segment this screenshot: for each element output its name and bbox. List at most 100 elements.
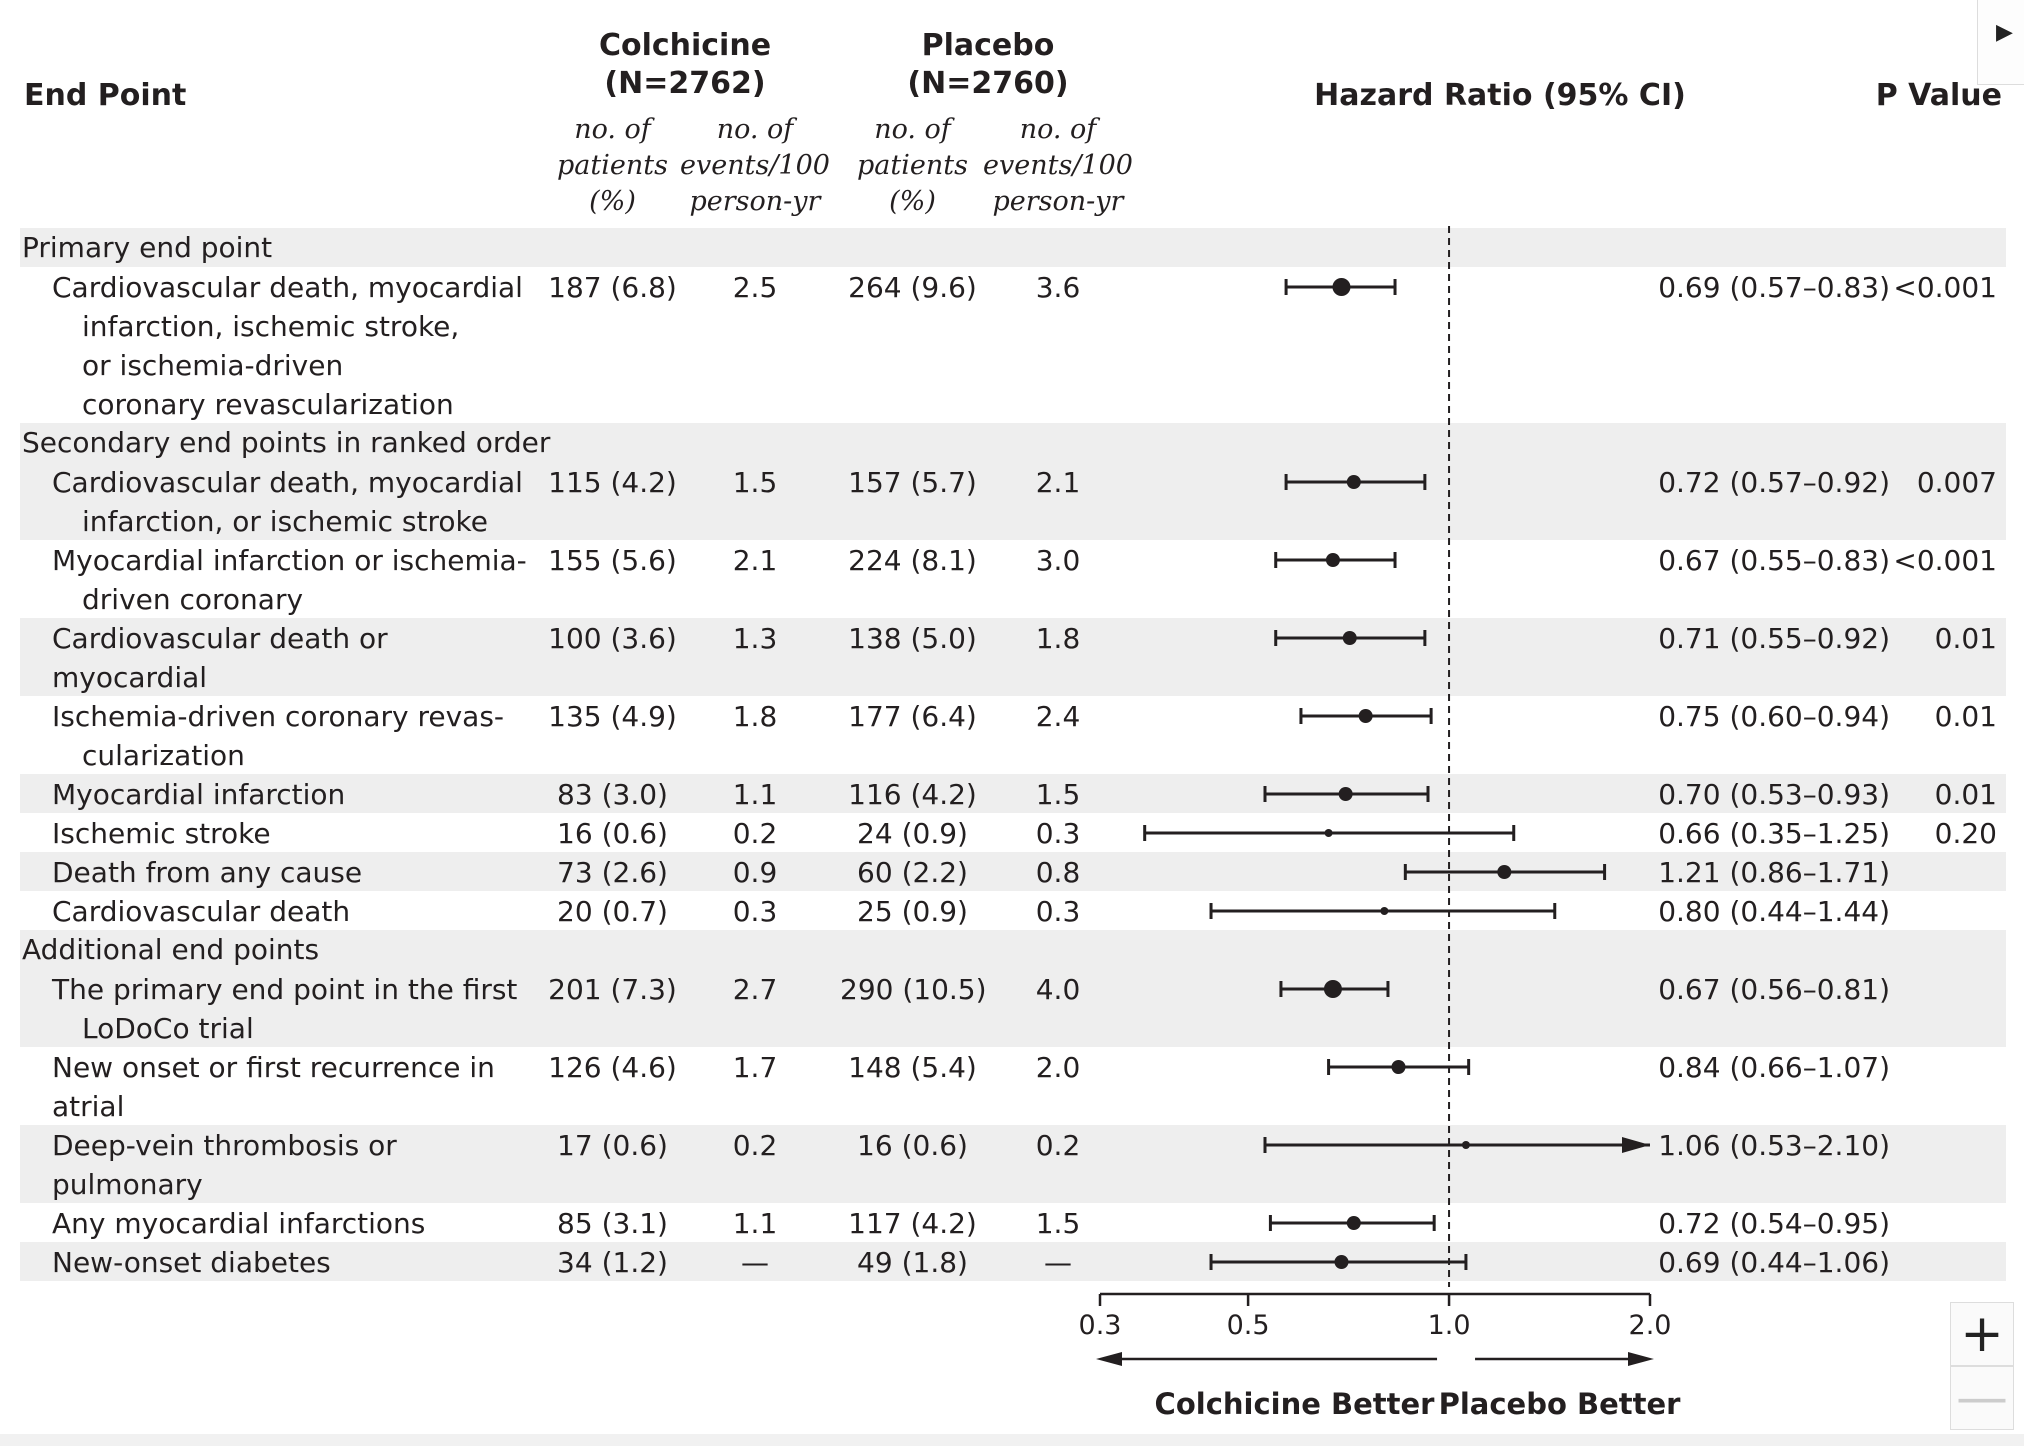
ci-arrow bbox=[1622, 1137, 1650, 1153]
placebo-events-subheader: no. of events/100 person-yr bbox=[983, 114, 1133, 217]
zoom-out-button[interactable]: — bbox=[1950, 1366, 2014, 1430]
hazard-ratio-cell: 0.71 (0.55–0.92) bbox=[1658, 622, 1890, 655]
colchicine-patients-cell: 115 (4.2) bbox=[548, 466, 677, 499]
hazard-ratio-cell: 1.06 (0.53–2.10) bbox=[1658, 1129, 1890, 1162]
placebo-patients-cell: 60 (2.2) bbox=[857, 856, 968, 889]
placebo-patients-cell: 16 (0.6) bbox=[857, 1129, 968, 1162]
endpoint-label: Any myocardial infarctions bbox=[52, 1204, 532, 1243]
table-row bbox=[20, 774, 2006, 813]
zoom-in-button[interactable]: + bbox=[1950, 1302, 2014, 1366]
colchicine-rate-cell: 1.1 bbox=[732, 1207, 778, 1240]
table-row bbox=[20, 696, 2006, 774]
endpoint-label: Death from any cause bbox=[52, 853, 532, 892]
endpoint-label: Cardiovascular death, myocardial infarcti… bbox=[52, 268, 532, 424]
hazard-ratio-point bbox=[1324, 829, 1333, 837]
hazard-ratio-point bbox=[1323, 980, 1342, 998]
colchicine-patients-cell: 85 (3.1) bbox=[557, 1207, 668, 1240]
placebo-header: Placebo (N=2760) bbox=[907, 28, 1069, 101]
placebo-patients-cell: 138 (5.0) bbox=[848, 622, 977, 655]
section-header: Secondary end points in ranked order bbox=[22, 426, 551, 459]
hazard-ratio-cell: 0.67 (0.56–0.81) bbox=[1658, 973, 1890, 1006]
section-header: Primary end point bbox=[22, 231, 273, 264]
endpoint-label: Cardiovascular death bbox=[52, 892, 532, 931]
endpoint-label-line: Ischemia-driven coronary revas- bbox=[52, 700, 505, 733]
placebo-rate-cell: 1.5 bbox=[1035, 1207, 1081, 1240]
hazard-ratio-cell: 1.21 (0.86–1.71) bbox=[1658, 856, 1890, 889]
table-row bbox=[20, 891, 2006, 930]
endpoint-label: Myocardial infarction bbox=[52, 775, 532, 814]
table-row bbox=[20, 1125, 2006, 1203]
placebo-rate-cell: — bbox=[1044, 1246, 1072, 1279]
colchicine-patients-cell: 17 (0.6) bbox=[557, 1129, 668, 1162]
endpoint-label: Cardiovascular death, myocardial infarcti… bbox=[52, 463, 532, 541]
left-arrow-head bbox=[1096, 1352, 1122, 1366]
hazard-ratio-cell: 0.84 (0.66–1.07) bbox=[1658, 1051, 1890, 1084]
colchicine-events-subheader: no. of events/100 person-yr bbox=[680, 114, 830, 217]
endpoint-label-line: Cardiovascular death, myocardial bbox=[52, 466, 523, 499]
placebo-better-label: Placebo Better bbox=[1439, 1387, 1682, 1421]
endpoint-label-line: New-onset diabetes bbox=[52, 1246, 331, 1279]
x-tick-label: 0.5 bbox=[1227, 1310, 1270, 1341]
table-row bbox=[20, 540, 2006, 618]
placebo-rate-cell: 3.6 bbox=[1035, 271, 1081, 304]
endpoint-label: Ischemia-driven coronary revas-cularizat… bbox=[52, 697, 532, 775]
hazard-ratio-point bbox=[1346, 475, 1361, 489]
hazard-ratio-cell: 0.72 (0.54–0.95) bbox=[1658, 1207, 1890, 1240]
endpoint-label-line: Death from any cause bbox=[52, 856, 363, 889]
endpoint-label-line: Deep-vein thrombosis or pulmonary bbox=[52, 1129, 397, 1201]
hazard-ratio-point bbox=[1391, 1060, 1406, 1074]
table-row bbox=[20, 462, 2006, 540]
endpoint-label-line: LoDoCo trial bbox=[82, 1012, 254, 1045]
hazard-ratio-cell: 0.67 (0.55–0.83) bbox=[1658, 544, 1890, 577]
placebo-rate-cell: 1.8 bbox=[1035, 622, 1081, 655]
placebo-patients-cell: 157 (5.7) bbox=[848, 466, 977, 499]
colchicine-rate-cell: 0.2 bbox=[732, 817, 778, 850]
hazard-ratio-point bbox=[1334, 1255, 1349, 1269]
colchicine-patients-cell: 16 (0.6) bbox=[557, 817, 668, 850]
hazard-ratio-cell: 0.75 (0.60–0.94) bbox=[1658, 700, 1890, 733]
endpoint-label-line: infarction, ischemic stroke, bbox=[82, 310, 460, 343]
placebo-patients-cell: 264 (9.6) bbox=[848, 271, 977, 304]
x-tick-label: 1.0 bbox=[1428, 1310, 1471, 1341]
endpoint-label-line: infarction, or ischemic stroke bbox=[82, 505, 488, 538]
placebo-patients-cell: 116 (4.2) bbox=[848, 778, 977, 811]
placebo-patients-cell: 148 (5.4) bbox=[848, 1051, 977, 1084]
colchicine-rate-cell: 0.3 bbox=[732, 895, 778, 928]
hazard-ratio-cell: 0.72 (0.57–0.92) bbox=[1658, 466, 1890, 499]
endpoint-label-line: Myocardial infarction bbox=[52, 778, 346, 811]
placebo-rate-cell: 2.0 bbox=[1035, 1051, 1081, 1084]
endpoint-label-line: Ischemic stroke bbox=[52, 817, 271, 850]
colchicine-rate-cell: 2.5 bbox=[732, 271, 778, 304]
colchicine-better-label: Colchicine Better bbox=[1155, 1387, 1436, 1421]
endpoint-label-line: Any myocardial infarctions bbox=[52, 1207, 426, 1240]
colchicine-header: Colchicine (N=2762) bbox=[598, 28, 772, 101]
endpoint-label-line: The primary end point in the first bbox=[52, 973, 518, 1006]
x-tick-label: 2.0 bbox=[1629, 1310, 1672, 1341]
placebo-rate-cell: 0.2 bbox=[1035, 1129, 1081, 1162]
endpoint-label-line: New onset or first recurrence in atrial bbox=[52, 1051, 495, 1123]
colchicine-patients-cell: 83 (3.0) bbox=[557, 778, 668, 811]
play-right-icon: ▶ bbox=[1996, 20, 2013, 45]
placebo-rate-cell: 0.8 bbox=[1035, 856, 1081, 889]
table-row bbox=[20, 1047, 2006, 1125]
bottom-scrollbar[interactable] bbox=[0, 1434, 2024, 1446]
hazard-ratio-point bbox=[1358, 709, 1373, 723]
table-row bbox=[20, 618, 2006, 696]
colchicine-patients-subheader: no. of patients (%) bbox=[557, 114, 668, 217]
placebo-rate-cell: 3.0 bbox=[1035, 544, 1081, 577]
colchicine-patients-cell: 135 (4.9) bbox=[548, 700, 677, 733]
colchicine-patients-cell: 201 (7.3) bbox=[548, 973, 677, 1006]
placebo-rate-cell: 4.0 bbox=[1035, 973, 1081, 1006]
colchicine-patients-cell: 100 (3.6) bbox=[548, 622, 677, 655]
endpoint-label: New-onset diabetes bbox=[52, 1243, 532, 1282]
table-row bbox=[20, 969, 2006, 1047]
colchicine-patients-cell: 73 (2.6) bbox=[557, 856, 668, 889]
hazard-ratio-cell: 0.70 (0.53–0.93) bbox=[1658, 778, 1890, 811]
placebo-patients-cell: 117 (4.2) bbox=[848, 1207, 977, 1240]
section-band bbox=[20, 930, 2006, 969]
placebo-rate-cell: 2.1 bbox=[1035, 466, 1081, 499]
placebo-patients-subheader: no. of patients (%) bbox=[857, 114, 968, 217]
table-row bbox=[20, 1242, 2006, 1281]
viewer-corner-button[interactable]: ▶ bbox=[1977, 0, 2024, 85]
placebo-patients-cell: 25 (0.9) bbox=[857, 895, 968, 928]
